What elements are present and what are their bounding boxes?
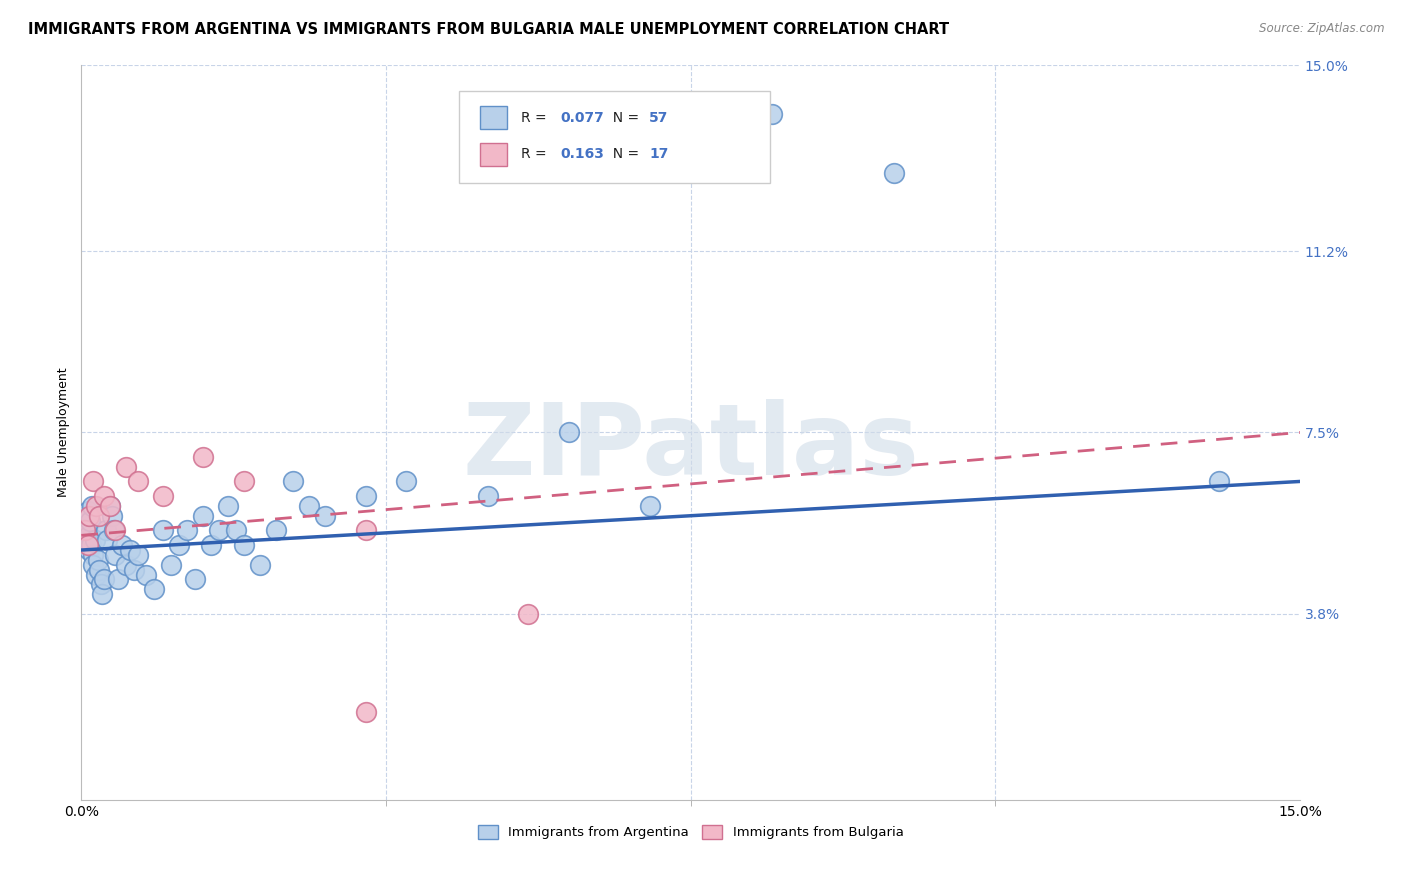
Point bbox=[103, 524, 125, 538]
Point bbox=[80, 499, 103, 513]
Text: R =: R = bbox=[522, 147, 551, 161]
Text: ZIPatlas: ZIPatlas bbox=[463, 399, 920, 496]
Point bbox=[84, 499, 107, 513]
Point bbox=[232, 475, 254, 489]
Point bbox=[79, 508, 101, 523]
Point bbox=[72, 524, 94, 538]
Point bbox=[477, 489, 499, 503]
Point bbox=[184, 573, 207, 587]
Point bbox=[191, 508, 214, 523]
Point bbox=[159, 558, 181, 572]
Point bbox=[152, 524, 174, 538]
Y-axis label: Male Unemployment: Male Unemployment bbox=[58, 368, 70, 497]
Point bbox=[111, 538, 134, 552]
Text: 57: 57 bbox=[650, 111, 669, 125]
Text: 17: 17 bbox=[650, 147, 669, 161]
Point bbox=[75, 524, 97, 538]
Point bbox=[264, 524, 287, 538]
Point bbox=[82, 475, 104, 489]
Point bbox=[104, 524, 127, 538]
Point bbox=[84, 533, 107, 548]
Point bbox=[191, 450, 214, 464]
Legend: Immigrants from Argentina, Immigrants from Bulgaria: Immigrants from Argentina, Immigrants fr… bbox=[472, 820, 908, 845]
Point bbox=[76, 504, 98, 518]
Point bbox=[93, 573, 115, 587]
Point bbox=[176, 524, 198, 538]
Point bbox=[82, 558, 104, 572]
Point bbox=[152, 489, 174, 503]
Point bbox=[127, 548, 149, 562]
Point bbox=[84, 567, 107, 582]
Point bbox=[883, 166, 905, 180]
Point bbox=[143, 582, 166, 597]
Point bbox=[86, 553, 108, 567]
Point bbox=[761, 107, 783, 121]
Text: Source: ZipAtlas.com: Source: ZipAtlas.com bbox=[1260, 22, 1385, 36]
Point bbox=[167, 538, 190, 552]
Point bbox=[89, 563, 111, 577]
Point bbox=[1208, 475, 1230, 489]
Point bbox=[91, 587, 114, 601]
Point bbox=[200, 538, 222, 552]
Point bbox=[395, 475, 418, 489]
Point bbox=[115, 459, 138, 474]
Point bbox=[96, 533, 118, 548]
Point bbox=[101, 508, 124, 523]
FancyBboxPatch shape bbox=[479, 106, 506, 129]
Text: N =: N = bbox=[605, 111, 644, 125]
Point bbox=[249, 558, 271, 572]
Point bbox=[82, 548, 104, 562]
Point bbox=[354, 705, 377, 719]
Point bbox=[118, 543, 141, 558]
Point bbox=[298, 499, 321, 513]
Point bbox=[314, 508, 336, 523]
Point bbox=[93, 489, 115, 503]
Point bbox=[104, 548, 127, 562]
Text: 0.163: 0.163 bbox=[560, 147, 605, 161]
Point bbox=[115, 558, 138, 572]
Point bbox=[94, 524, 117, 538]
Point bbox=[98, 499, 121, 513]
Point bbox=[354, 489, 377, 503]
Point bbox=[638, 499, 661, 513]
Text: R =: R = bbox=[522, 111, 551, 125]
Point bbox=[75, 518, 97, 533]
Point bbox=[558, 425, 581, 440]
Point bbox=[232, 538, 254, 552]
Point bbox=[73, 508, 96, 523]
Text: IMMIGRANTS FROM ARGENTINA VS IMMIGRANTS FROM BULGARIA MALE UNEMPLOYMENT CORRELAT: IMMIGRANTS FROM ARGENTINA VS IMMIGRANTS … bbox=[28, 22, 949, 37]
Point bbox=[76, 533, 98, 548]
Text: N =: N = bbox=[605, 147, 644, 161]
Point bbox=[107, 573, 129, 587]
Point bbox=[77, 543, 100, 558]
Point bbox=[127, 475, 149, 489]
FancyBboxPatch shape bbox=[479, 143, 506, 166]
Point bbox=[80, 538, 103, 552]
Point bbox=[225, 524, 247, 538]
FancyBboxPatch shape bbox=[460, 91, 770, 183]
Point bbox=[122, 563, 145, 577]
Point bbox=[76, 538, 98, 552]
Point bbox=[354, 524, 377, 538]
Point bbox=[79, 514, 101, 528]
Point bbox=[90, 577, 112, 591]
Text: 0.077: 0.077 bbox=[560, 111, 605, 125]
Point bbox=[517, 607, 540, 621]
Point bbox=[98, 499, 121, 513]
Point bbox=[135, 567, 157, 582]
Point bbox=[217, 499, 239, 513]
Point bbox=[281, 475, 304, 489]
Point bbox=[89, 508, 111, 523]
Point bbox=[79, 528, 101, 542]
Point bbox=[208, 524, 231, 538]
